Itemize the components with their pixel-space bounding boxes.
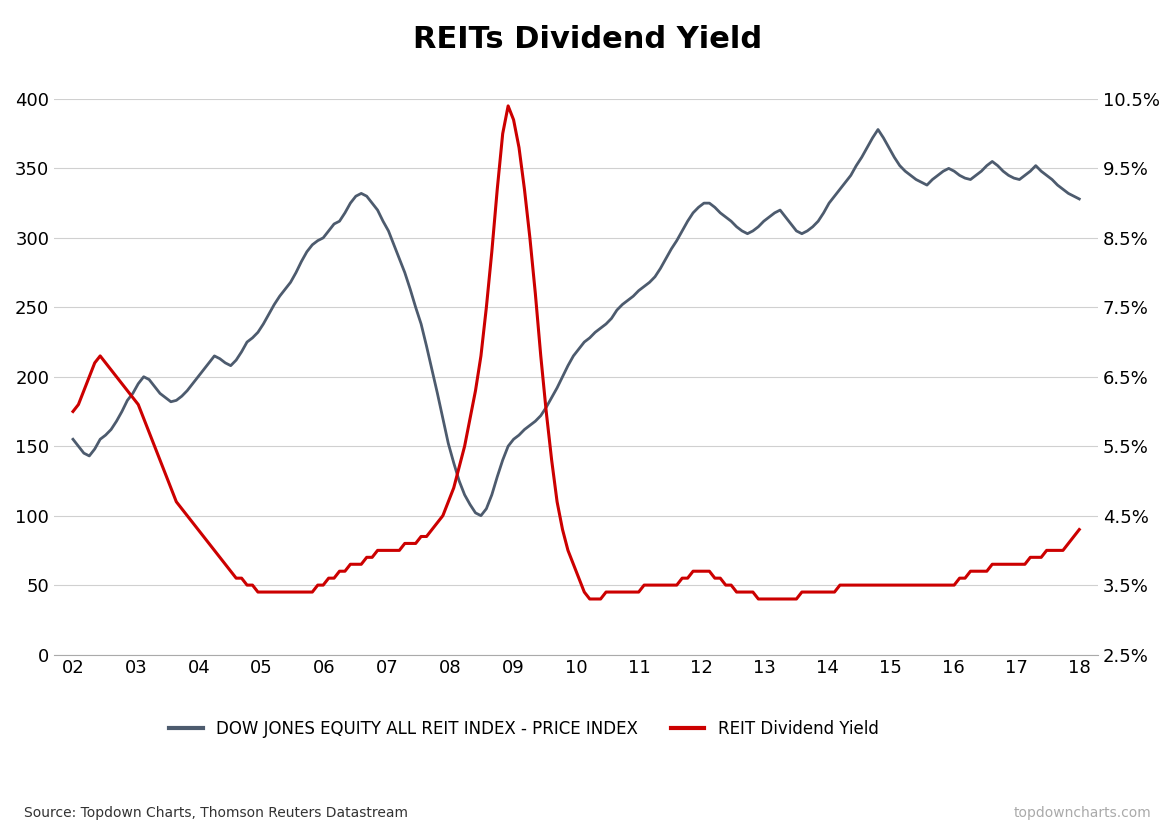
DOW JONES EQUITY ALL REIT INDEX - PRICE INDEX [550, 383, 564, 393]
Text: topdowncharts.com: topdowncharts.com [1014, 806, 1152, 820]
DOW JONES EQUITY ALL REIT INDEX - PRICE INDEX [697, 199, 711, 208]
REIT Dividend Yield [583, 594, 597, 604]
DOW JONES EQUITY ALL REIT INDEX - PRICE INDEX [871, 124, 885, 134]
DOW JONES EQUITY ALL REIT INDEX - PRICE INDEX [1001, 171, 1015, 180]
DOW JONES EQUITY ALL REIT INDEX - PRICE INDEX [653, 264, 667, 274]
DOW JONES EQUITY ALL REIT INDEX - PRICE INDEX [1073, 194, 1087, 204]
REIT Dividend Yield [844, 580, 858, 590]
DOW JONES EQUITY ALL REIT INDEX - PRICE INDEX [66, 434, 80, 444]
REIT Dividend Yield [1001, 559, 1015, 569]
Text: Source: Topdown Charts, Thomson Reuters Datastream: Source: Topdown Charts, Thomson Reuters … [24, 806, 408, 820]
REIT Dividend Yield [1073, 525, 1087, 535]
DOW JONES EQUITY ALL REIT INDEX - PRICE INDEX [838, 177, 852, 187]
REIT Dividend Yield [703, 566, 717, 576]
REIT Dividend Yield [66, 406, 80, 416]
Line: DOW JONES EQUITY ALL REIT INDEX - PRICE INDEX: DOW JONES EQUITY ALL REIT INDEX - PRICE … [73, 129, 1080, 516]
REIT Dividend Yield [550, 497, 564, 507]
REIT Dividend Yield [501, 101, 515, 111]
REIT Dividend Yield [219, 559, 233, 569]
Legend: DOW JONES EQUITY ALL REIT INDEX - PRICE INDEX, REIT Dividend Yield: DOW JONES EQUITY ALL REIT INDEX - PRICE … [162, 713, 885, 744]
DOW JONES EQUITY ALL REIT INDEX - PRICE INDEX [474, 511, 488, 521]
REIT Dividend Yield [659, 580, 673, 590]
DOW JONES EQUITY ALL REIT INDEX - PRICE INDEX [219, 358, 233, 368]
Text: REITs Dividend Yield: REITs Dividend Yield [412, 25, 763, 54]
Line: REIT Dividend Yield: REIT Dividend Yield [73, 106, 1080, 599]
